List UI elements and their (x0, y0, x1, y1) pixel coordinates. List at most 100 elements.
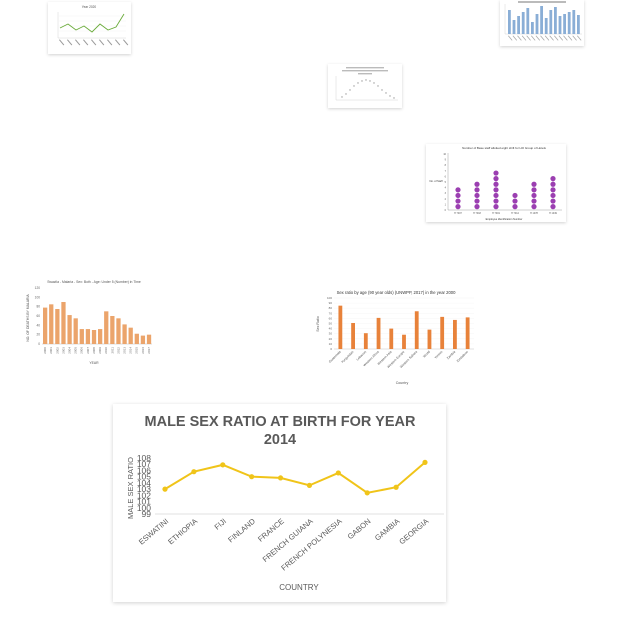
sex-ratio-ytick: 30 (329, 332, 333, 336)
y-tick-label: 108 (137, 453, 151, 463)
malaria-bar (116, 318, 121, 344)
line-chart-thumbnail: Year 2020 (48, 2, 131, 54)
y-tick-label: 106 (137, 465, 151, 475)
data-point (422, 459, 428, 465)
blue-thumb-bar (567, 12, 571, 34)
blue-thumb-bar (512, 20, 516, 34)
malaria-xtick: 2000 (43, 347, 47, 354)
sex-ratio-bar (351, 322, 355, 349)
dot-plot-dot (531, 204, 537, 210)
blue-thumb-bar (531, 22, 534, 34)
malaria-xtick: 2001 (49, 347, 53, 354)
malaria-bar (85, 329, 91, 344)
blue-thumb-bar (521, 12, 525, 34)
dot-plot-dot (531, 198, 537, 204)
y-tick-label: 103 (137, 484, 151, 494)
data-point (306, 482, 313, 488)
sex-ratio-bar-svg: Sex ratio by age (90 year olds) (UNWPP, … (316, 290, 474, 385)
sex-ratio-ytick: 100 (327, 296, 332, 300)
scatter-thumb-dot (385, 92, 387, 94)
dot-plot-ytick: 8 (445, 164, 447, 167)
malaria-bar (146, 334, 152, 344)
sex-ratio-xtick: Zambia (446, 350, 457, 361)
blue-thumb-xtick (508, 35, 513, 41)
data-point (191, 469, 197, 475)
dot-plot-dot (455, 204, 461, 210)
dot-plot-dot (474, 204, 480, 210)
line-thumb-title: Year 2020 (82, 5, 97, 9)
blue-thumb-xtick (563, 35, 568, 41)
scatter-thumb-dot (357, 82, 359, 84)
blue-thumb-xtick (577, 35, 582, 41)
malaria-bar (43, 307, 48, 344)
blue-thumb-bar (540, 6, 543, 34)
blue-thumb-bar (549, 10, 553, 34)
line-thumb-axis (57, 12, 126, 39)
malaria-title: Swazila - Malaria - Sex: Both - Age: Und… (47, 280, 141, 284)
malaria-xtick: 2011 (110, 347, 114, 354)
dot-plot-dot (493, 198, 499, 204)
data-point (364, 490, 370, 496)
blue-bar-thumb-svg (504, 1, 582, 41)
dot-plot-dot (493, 176, 499, 182)
malaria-bar (110, 316, 115, 344)
line-thumb-grid (58, 15, 126, 32)
data-point (335, 470, 341, 476)
data-point (393, 484, 399, 490)
dot-plot-xlabel: Employee Identification Number (486, 217, 523, 221)
blue-thumb-bar (572, 10, 576, 34)
scatter-thumb-dot (373, 82, 375, 84)
sex-ratio-xtick: Lebanon (356, 350, 368, 362)
malaria-bar (61, 302, 66, 344)
x-tick-label: GABON (346, 517, 373, 542)
sex-ratio-bar (363, 333, 368, 349)
dot-plot-dot (531, 181, 537, 187)
dot-plot-ytick: 3 (445, 192, 447, 195)
malaria-bar (49, 304, 54, 344)
malaria-xtick: 2012 (116, 347, 120, 354)
blue-bar-chart-thumbnail (500, 0, 584, 46)
dot-plot-ytick: 7 (445, 170, 447, 173)
x-tick-label: ETHIOPIA (166, 516, 200, 546)
blue-thumb-xtick (512, 35, 518, 41)
malaria-xtick: 2004 (68, 347, 72, 354)
dot-plot-dot (474, 192, 480, 199)
blue-thumb-xtick (526, 35, 531, 41)
malaria-ytick: 40 (36, 323, 40, 327)
dot-plot-ytick: 5 (445, 181, 447, 184)
data-point (277, 475, 284, 481)
malaria-xtick: 2008 (92, 347, 96, 354)
blue-thumb-xtick (540, 35, 545, 41)
y-tick-label: 101 (137, 497, 151, 507)
dot-plot-dot (550, 181, 556, 187)
main-line-chart: MALE SEX RATIO AT BIRTH FOR YEAR 2014 MA… (126, 414, 444, 592)
dot-plot-xtick: H 7019 (492, 212, 500, 215)
blue-thumb-xtick (558, 35, 564, 41)
x-tick-label: ESWATINI (137, 517, 170, 547)
sex-ratio-ytick: 60 (329, 316, 333, 320)
dot-plot-thumbnail: Number of Base staff allotted eight shif… (426, 144, 566, 222)
dot-plot-svg: Number of Base staff allotted eight shif… (430, 146, 562, 221)
malaria-bar (122, 324, 127, 344)
sex-ratio-ytick: 20 (329, 337, 333, 341)
malaria-ytick: 0 (38, 342, 40, 346)
sex-ratio-bar (427, 329, 432, 349)
malaria-bar (98, 329, 103, 344)
scatter-thumb-dot (377, 85, 379, 87)
sex-ratio-xtick: Zimbabwe (456, 350, 469, 363)
malaria-xtick: 2003 (61, 347, 65, 354)
dot-plot-ytick: 0 (445, 209, 447, 212)
sex-ratio-ytick: 40 (329, 327, 333, 331)
main-chart-xlabel: COUNTRY (279, 583, 319, 592)
dot-plot-dot (531, 192, 537, 199)
series-line (164, 461, 426, 494)
scatter-thumb-dot (365, 79, 367, 81)
data-point (162, 486, 168, 492)
dot-plot-ylabel: No. of Staff (430, 179, 443, 183)
y-tick-label: 99 (142, 509, 152, 519)
dot-plot-dot (512, 198, 518, 204)
x-tick-label: GEORGIA (397, 516, 431, 546)
blue-thumb-bar (544, 18, 548, 34)
malaria-ytick: 120 (35, 286, 41, 290)
dot-plot-dot (550, 204, 556, 210)
